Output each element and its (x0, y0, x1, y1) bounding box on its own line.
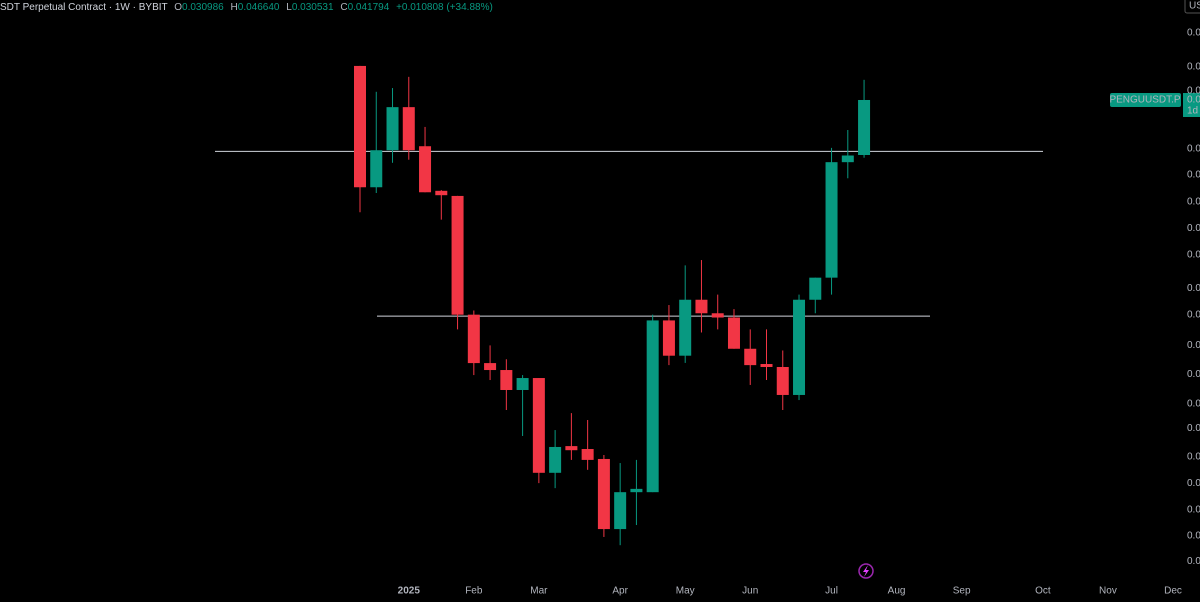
x-tick-label: Aug (888, 586, 906, 597)
symbol-tag-box (1110, 93, 1181, 107)
candle-body (744, 348, 757, 366)
candle-body (793, 299, 806, 395)
candle-body (581, 449, 594, 460)
y-tick-label: 0.0 (1187, 197, 1200, 208)
candle-body (662, 320, 675, 356)
candle-body (760, 364, 773, 367)
price-tag: 0.0 (1187, 95, 1200, 106)
high-value: 0.046640 (238, 2, 280, 13)
close-value: 0.041794 (348, 2, 390, 13)
y-tick-label: 0.0 (1187, 531, 1200, 542)
y-tick-label: 0.0 (1187, 62, 1200, 73)
icon-ring[interactable] (858, 563, 874, 579)
change-value: +0.010808 (+34.88%) (396, 2, 493, 13)
candle-body (402, 107, 415, 151)
chart-header: SDT Perpetual Contract · 1W · BYBIT O0.0… (0, 2, 493, 13)
close-label: C (340, 2, 347, 13)
y-tick-label: 0.0 (1187, 451, 1200, 462)
y-tick-label: 0.0 (1187, 478, 1200, 489)
lightning-icon[interactable] (858, 563, 874, 579)
x-tick-label: Jul (825, 586, 838, 597)
symbol-title: SDT Perpetual Contract · 1W · BYBIT (0, 2, 168, 13)
candle-body (711, 313, 724, 318)
candle-body (516, 378, 529, 390)
y-tick-label: 0.0 (1187, 223, 1200, 234)
low-value: 0.030531 (292, 2, 334, 13)
candle-body (549, 446, 562, 473)
x-tick-label: Feb (465, 586, 483, 597)
x-tick-label: Oct (1035, 586, 1051, 597)
candle-body (435, 190, 448, 196)
symbol-tag: PENGUUSDT.P (1109, 95, 1180, 106)
y-tick-label: 0.0 (1187, 556, 1200, 567)
candle-body (565, 446, 578, 451)
low-label: L (286, 2, 292, 13)
y-tick-label: 0.0 (1187, 340, 1200, 351)
candle-body (695, 299, 708, 314)
y-tick-label: 0.0 (1187, 423, 1200, 434)
candle-body (646, 320, 659, 493)
y-tick-label: 0.0 (1187, 249, 1200, 260)
candle-body (467, 314, 480, 364)
candle-body (597, 458, 610, 530)
candle-body (532, 378, 545, 473)
candle-body (500, 370, 513, 390)
x-tick-label: 2025 (398, 586, 421, 597)
y-tick-label: 0.0 (1187, 369, 1200, 380)
y-tick-label: 0.0 (1187, 86, 1200, 97)
open-value: 0.030986 (182, 2, 224, 13)
y-tick-label: 0.0 (1187, 144, 1200, 155)
candle-body (727, 317, 740, 349)
candle-body (370, 150, 383, 188)
candle-body (825, 162, 838, 278)
candle-body (484, 363, 497, 371)
countdown-tag: 1d (1187, 106, 1198, 117)
x-tick-label: Nov (1099, 586, 1117, 597)
y-tick-label: 0.0 (1187, 399, 1200, 410)
candle-body (354, 65, 366, 188)
x-tick-label: Dec (1164, 586, 1182, 597)
icon-bolt[interactable] (863, 565, 869, 577)
x-tick-label: May (676, 586, 695, 597)
x-tick-label: Sep (953, 586, 971, 597)
candle-body (630, 488, 643, 493)
candle-body (809, 277, 822, 300)
high-label: H (231, 2, 238, 13)
y-tick-label: 0.0 (1187, 283, 1200, 294)
candle-body (841, 155, 854, 163)
currency-box[interactable] (1184, 0, 1200, 14)
x-tick-label: Apr (612, 586, 628, 597)
x-tick-label: Jun (742, 586, 758, 597)
currency[interactable]: US (1189, 1, 1200, 12)
x-tick-label: Mar (530, 586, 548, 597)
y-tick-label: 0.0 (1187, 28, 1200, 39)
y-tick-label: 0.0 (1187, 170, 1200, 181)
candle-body (679, 299, 692, 356)
candle-body (386, 107, 399, 151)
candle-body (858, 99, 871, 155)
open-label: O (174, 2, 182, 13)
y-tick-label: 0.0 (1187, 309, 1200, 320)
y-tick-label: 0.0 (1187, 504, 1200, 515)
candle-body (419, 146, 432, 193)
candle-body (614, 492, 627, 530)
candle-body (451, 195, 464, 315)
price-tag-box (1183, 93, 1200, 117)
candle-body (776, 366, 789, 395)
